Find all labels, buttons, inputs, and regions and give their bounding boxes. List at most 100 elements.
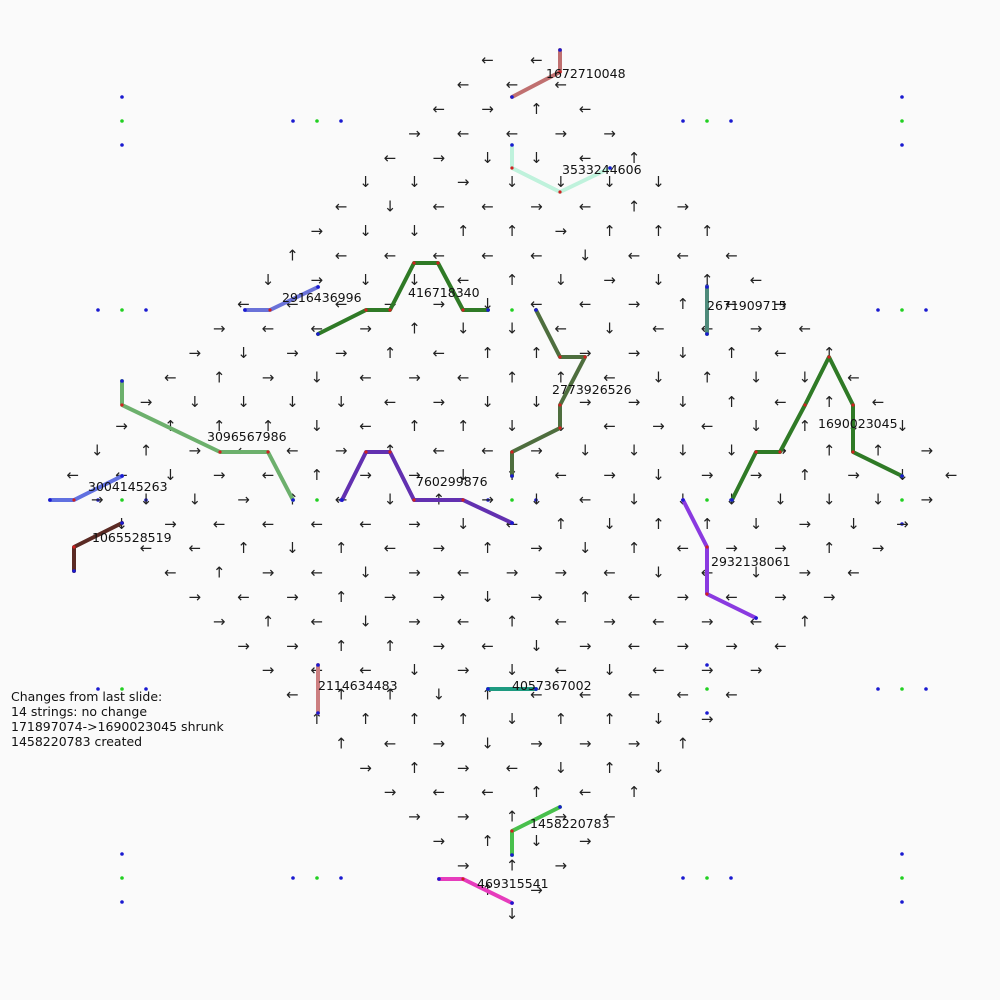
arrow-down-icon: ↓ [506, 320, 519, 338]
arrow-right-icon: → [603, 124, 616, 142]
marker-dot [729, 119, 733, 123]
arrow-right-icon: → [359, 759, 372, 777]
arrow-left-icon: ← [847, 564, 860, 582]
arrow-down-icon: ↓ [530, 393, 543, 411]
string-vertex [268, 308, 272, 312]
arrow-left-icon: ← [384, 734, 397, 752]
arrow-left-icon: ← [603, 368, 616, 386]
marker-dot [705, 876, 709, 880]
arrow-down-icon: ↓ [603, 320, 616, 338]
marker-dot [924, 687, 928, 691]
string-vertex [364, 450, 368, 454]
arrow-up-icon: ↑ [237, 539, 250, 557]
arrow-right-icon: → [262, 564, 275, 582]
arrow-down-icon: ↓ [189, 490, 202, 508]
arrow-down-icon: ↓ [530, 149, 543, 167]
arrow-right-icon: → [555, 856, 568, 874]
arrow-right-icon: → [408, 808, 421, 826]
arrow-up-icon: ↑ [335, 539, 348, 557]
string-endpoint [510, 474, 514, 478]
marker-dot [144, 687, 148, 691]
string-endpoint [340, 498, 344, 502]
arrow-down-icon: ↓ [774, 490, 787, 508]
arrow-up-icon: ↑ [823, 393, 836, 411]
arrow-left-icon: ← [237, 588, 250, 606]
arrow-down-icon: ↓ [677, 344, 690, 362]
string-vertex [705, 545, 709, 549]
arrow-right-icon: → [701, 466, 714, 484]
arrow-right-icon: → [628, 295, 641, 313]
arrow-right-icon: → [311, 222, 324, 240]
arrow-left-icon: ← [262, 320, 275, 338]
change-line-3: 1458220783 created [11, 734, 143, 749]
arrow-up-icon: ↑ [677, 734, 690, 752]
string-endpoint [510, 143, 514, 147]
arrow-up-icon: ↑ [262, 612, 275, 630]
string-endpoint [48, 498, 52, 502]
string-vertex [558, 70, 562, 74]
arrow-down-icon: ↓ [457, 320, 470, 338]
marker-dot [120, 876, 124, 880]
arrow-down-icon: ↓ [579, 442, 592, 460]
arrow-right-icon: → [481, 100, 494, 118]
arrow-down-icon: ↓ [286, 539, 299, 557]
marker-dot [120, 95, 124, 99]
string-label-1672710048: 1672710048 [546, 66, 626, 81]
string-endpoint [558, 48, 562, 52]
arrow-right-icon: → [530, 198, 543, 216]
arrow-up-icon: ↑ [286, 246, 299, 264]
arrow-left-icon: ← [457, 612, 470, 630]
string-endpoint [316, 285, 320, 289]
arrow-down-icon: ↓ [237, 393, 250, 411]
string-endpoint [120, 474, 124, 478]
arrow-down-icon: ↓ [384, 198, 397, 216]
arrow-left-icon: ← [335, 295, 348, 313]
arrow-left-icon: ← [164, 564, 177, 582]
arrow-left-icon: ← [677, 686, 690, 704]
arrow-up-icon: ↑ [799, 612, 812, 630]
string-endpoint [681, 498, 685, 502]
arrow-down-icon: ↓ [530, 832, 543, 850]
arrow-up-icon: ↑ [530, 783, 543, 801]
arrow-left-icon: ← [603, 808, 616, 826]
string-vertex [461, 498, 465, 502]
arrow-right-icon: → [189, 344, 202, 362]
arrow-up-icon: ↑ [628, 539, 641, 557]
marker-dot [924, 308, 928, 312]
string-vertex [705, 592, 709, 596]
arrow-left-icon: ← [433, 198, 446, 216]
arrow-down-icon: ↓ [481, 588, 494, 606]
string-endpoint [510, 901, 514, 905]
arrow-left-icon: ← [457, 271, 470, 289]
arrow-left-icon: ← [359, 661, 372, 679]
arrow-down-icon: ↓ [481, 393, 494, 411]
arrow-right-icon: → [213, 612, 226, 630]
arrow-right-icon: → [262, 368, 275, 386]
arrow-left-icon: ← [506, 124, 519, 142]
marker-dot [900, 498, 904, 502]
arrow-left-icon: ← [433, 100, 446, 118]
arrow-right-icon: → [433, 149, 446, 167]
arrow-down-icon: ↓ [311, 368, 324, 386]
string-labels: 1672710048 3533244606 2916436996 416718340 2… [88, 66, 898, 891]
strings-layer [48, 48, 904, 905]
arrow-left-icon: ← [311, 564, 324, 582]
arrow-up-icon: ↑ [335, 588, 348, 606]
arrow-left-icon: ← [677, 246, 690, 264]
arrow-down-icon: ↓ [652, 368, 665, 386]
string-vertex [218, 450, 222, 454]
arrow-left-icon: ← [213, 515, 226, 533]
marker-dot [120, 143, 124, 147]
arrow-left-icon: ← [457, 76, 470, 94]
arrow-down-icon: ↓ [603, 173, 616, 191]
arrow-left-icon: ← [384, 246, 397, 264]
string-vertex [461, 877, 465, 881]
arrow-up-icon: ↑ [140, 442, 153, 460]
string-vertex [558, 426, 562, 430]
arrow-left-icon: ← [725, 588, 738, 606]
string-label-1690023045: 1690023045 [818, 416, 898, 431]
string-endpoint [900, 474, 904, 478]
arrow-right-icon: → [457, 759, 470, 777]
arrow-left-icon: ← [311, 515, 324, 533]
arrow-right-icon: → [359, 320, 372, 338]
